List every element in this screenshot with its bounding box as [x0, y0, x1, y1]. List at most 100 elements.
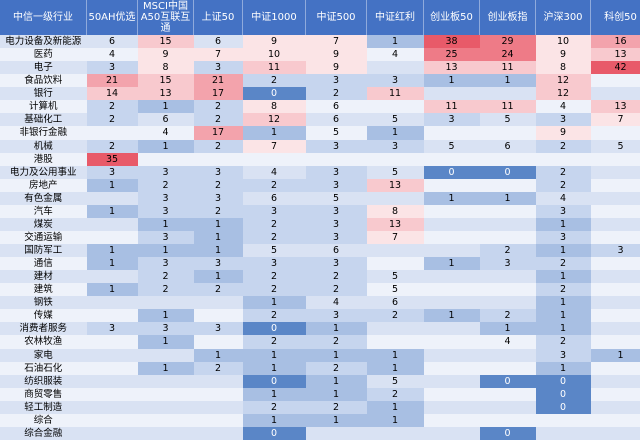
table-row: 综合金融 0 0 [0, 426, 640, 440]
table-row: 煤炭 1 1 2 3 13 1 [0, 217, 640, 231]
cell-csi1000: 8 [242, 100, 306, 114]
industry-name: 医药 [0, 48, 87, 62]
cell-csi300: 3 [535, 230, 591, 244]
cell-csi300 [535, 426, 591, 440]
cell-csi500: 7 [305, 35, 367, 49]
header-industry: 中信一级行业 [0, 0, 87, 35]
cell-chinext50 [423, 178, 480, 192]
industry-name: 家电 [0, 348, 87, 362]
cell-sse50: 3 [193, 322, 243, 336]
cell-star50 [590, 335, 640, 349]
cell-50ah [86, 426, 138, 440]
cell-csi-dividend: 3 [366, 139, 424, 153]
cell-csi500: 3 [305, 230, 367, 244]
cell-50ah [86, 270, 138, 284]
cell-csi300: 0 [535, 387, 591, 401]
cell-sse50 [193, 296, 243, 310]
cell-csi300 [535, 413, 591, 427]
cell-star50 [590, 270, 640, 284]
cell-msci-a50 [137, 152, 194, 166]
cell-csi1000 [242, 152, 306, 166]
cell-star50 [590, 204, 640, 218]
cell-sse50: 6 [193, 35, 243, 49]
cell-csi-dividend: 5 [366, 270, 424, 284]
cell-chinext [479, 348, 536, 362]
table-row: 房地产 1 2 2 2 3 13 2 [0, 178, 640, 192]
cell-csi300: 3 [535, 348, 591, 362]
cell-csi1000: 1 [242, 348, 306, 362]
industry-name: 港股 [0, 152, 87, 166]
cell-chinext [479, 126, 536, 140]
industry-name: 电子 [0, 61, 87, 75]
cell-csi1000: 11 [242, 61, 306, 75]
cell-chinext50: 3 [423, 113, 480, 127]
cell-star50 [590, 426, 640, 440]
cell-sse50: 2 [193, 139, 243, 153]
cell-csi1000: 0 [242, 426, 306, 440]
cell-chinext50 [423, 400, 480, 414]
cell-csi500: 3 [305, 257, 367, 271]
table-row: 农林牧渔 1 2 2 4 2 [0, 335, 640, 349]
industry-name: 交通运输 [0, 230, 87, 244]
cell-star50 [590, 257, 640, 271]
cell-star50 [590, 309, 640, 323]
cell-star50 [590, 126, 640, 140]
cell-csi300: 0 [535, 374, 591, 388]
cell-csi500: 6 [305, 244, 367, 258]
cell-csi300 [535, 152, 591, 166]
cell-msci-a50 [137, 374, 194, 388]
cell-chinext: 11 [479, 100, 536, 114]
cell-50ah: 1 [86, 204, 138, 218]
industry-name: 传媒 [0, 309, 87, 323]
cell-chinext [479, 387, 536, 401]
cell-csi-dividend: 3 [366, 74, 424, 88]
cell-msci-a50: 9 [137, 48, 194, 62]
cell-chinext: 1 [479, 191, 536, 205]
cell-msci-a50 [137, 387, 194, 401]
cell-csi300: 2 [535, 165, 591, 179]
cell-csi300: 2 [535, 283, 591, 297]
table-row: 交通运输 3 1 2 3 7 3 [0, 230, 640, 244]
cell-star50 [590, 413, 640, 427]
cell-star50 [590, 296, 640, 310]
industry-name: 房地产 [0, 178, 87, 192]
cell-chinext50 [423, 335, 480, 349]
cell-msci-a50: 1 [137, 309, 194, 323]
cell-msci-a50: 2 [137, 270, 194, 284]
cell-star50 [590, 400, 640, 414]
cell-sse50 [193, 426, 243, 440]
cell-chinext [479, 283, 536, 297]
cell-star50 [590, 283, 640, 297]
cell-star50: 13 [590, 48, 640, 62]
cell-sse50 [193, 152, 243, 166]
cell-csi1000: 1 [242, 413, 306, 427]
cell-chinext50 [423, 270, 480, 284]
table-row: 计算机 2 1 2 8 6 11 11 4 13 [0, 100, 640, 114]
cell-50ah [86, 217, 138, 231]
cell-50ah: 3 [86, 61, 138, 75]
cell-star50 [590, 152, 640, 166]
cell-csi500: 3 [305, 165, 367, 179]
industry-name: 机械 [0, 139, 87, 153]
header-csi300: 沪深300 [535, 0, 591, 35]
industry-name: 综合 [0, 413, 87, 427]
cell-50ah: 1 [86, 283, 138, 297]
cell-csi-dividend [366, 191, 424, 205]
table-row: 电子 3 8 3 11 9 13 11 8 42 [0, 61, 640, 75]
cell-csi-dividend [366, 61, 424, 75]
cell-csi500: 6 [305, 100, 367, 114]
table-row: 汽车 1 3 2 3 3 8 3 [0, 204, 640, 218]
cell-msci-a50 [137, 400, 194, 414]
cell-csi300: 9 [535, 126, 591, 140]
industry-name: 农林牧渔 [0, 335, 87, 349]
cell-50ah: 1 [86, 257, 138, 271]
cell-msci-a50 [137, 413, 194, 427]
cell-50ah [86, 126, 138, 140]
cell-sse50 [193, 335, 243, 349]
cell-chinext50: 1 [423, 309, 480, 323]
cell-csi300: 0 [535, 400, 591, 414]
cell-csi-dividend: 13 [366, 217, 424, 231]
cell-star50 [590, 191, 640, 205]
industry-name: 建材 [0, 270, 87, 284]
cell-csi300: 3 [535, 204, 591, 218]
